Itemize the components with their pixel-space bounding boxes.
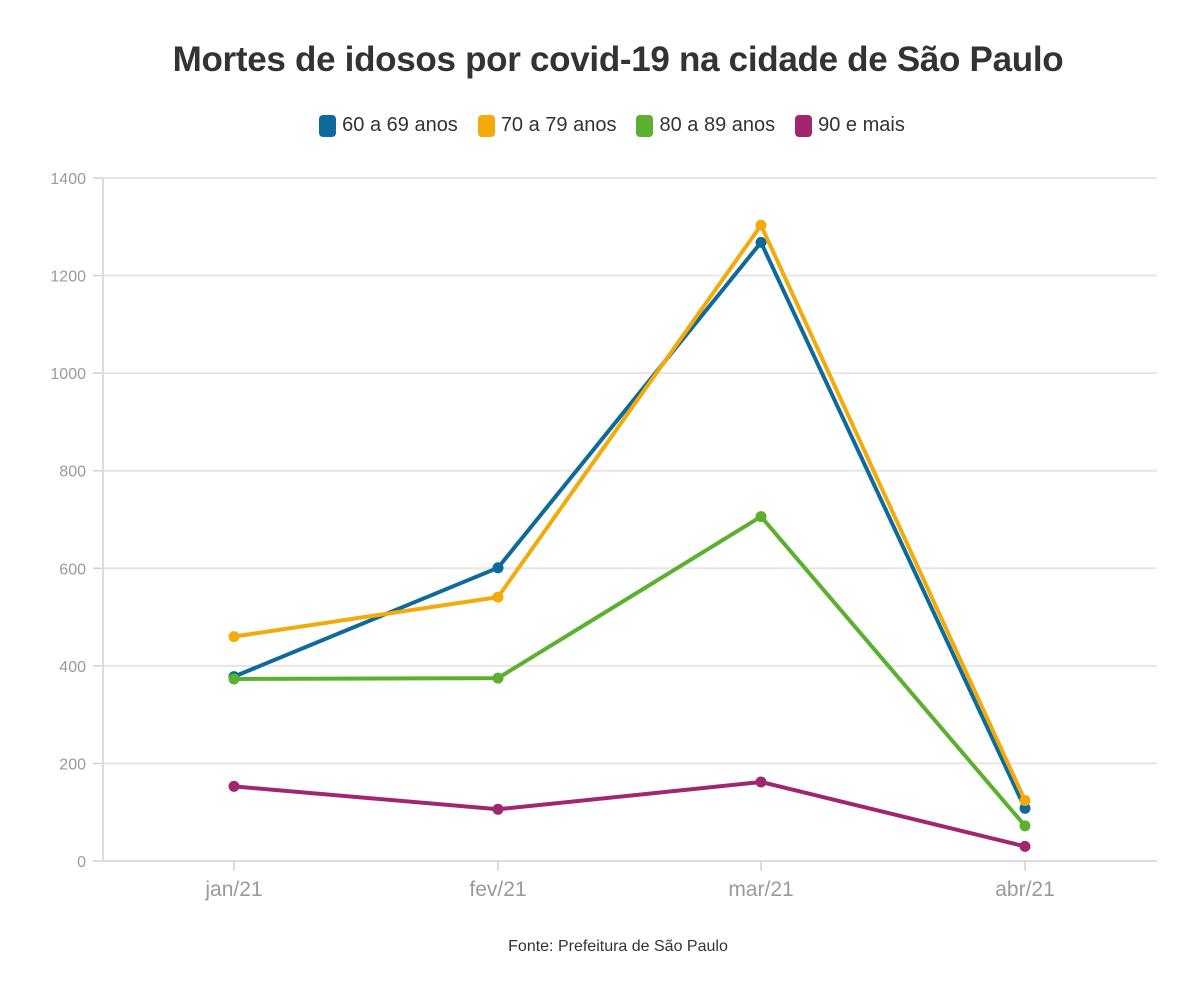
series-90-e-mais bbox=[228, 776, 1031, 852]
data-point bbox=[755, 776, 767, 788]
legend-swatch bbox=[477, 114, 495, 137]
series-line bbox=[232, 223, 1027, 803]
legend-label: 90 e mais bbox=[818, 114, 905, 136]
y-tick-label: 1200 bbox=[50, 269, 86, 286]
y-tick-label: 600 bbox=[59, 561, 86, 578]
legend-item[interactable]: 60 a 69 anos bbox=[319, 114, 458, 137]
x-tick-label: mar/21 bbox=[728, 878, 793, 901]
legend-swatch bbox=[319, 114, 337, 137]
data-point bbox=[1019, 802, 1031, 814]
x-tick-label: fev/21 bbox=[469, 878, 526, 901]
data-point bbox=[755, 236, 767, 248]
legend-item[interactable]: 90 e mais bbox=[795, 114, 905, 137]
data-point bbox=[228, 673, 240, 685]
x-tick-label: jan/21 bbox=[204, 878, 262, 901]
y-tick-label: 200 bbox=[59, 756, 86, 773]
x-tick-label: abr/21 bbox=[995, 878, 1055, 901]
data-point bbox=[755, 511, 767, 523]
series-60-a-69-anos bbox=[228, 236, 1031, 814]
series-line bbox=[232, 514, 1027, 828]
data-point bbox=[755, 219, 767, 231]
data-point bbox=[492, 803, 504, 815]
legend: 60 a 69 anos 70 a 79 anos 80 a 89 anos 90 e… bbox=[0, 114, 1200, 137]
data-point bbox=[1019, 795, 1031, 806]
legend-label: 60 a 69 anos bbox=[342, 114, 458, 136]
data-point bbox=[1019, 820, 1031, 832]
series-line bbox=[232, 780, 1027, 849]
legend-label: 80 a 89 anos bbox=[659, 114, 776, 136]
y-tick-label: 0 bbox=[77, 854, 86, 871]
y-tick-label: 1000 bbox=[50, 366, 86, 383]
data-point bbox=[228, 631, 240, 643]
chart-title: Mortes de idosos por covid-19 na cidade … bbox=[172, 40, 1064, 79]
y-tick-label: 1400 bbox=[50, 171, 86, 188]
data-point bbox=[228, 780, 240, 792]
source-note: Fonte: Prefeitura de São Paulo bbox=[508, 938, 728, 955]
series-70-a-79-anos bbox=[228, 219, 1031, 806]
series-line bbox=[232, 240, 1027, 811]
data-point bbox=[492, 591, 504, 603]
legend-swatch bbox=[795, 114, 813, 137]
legend-item[interactable]: 70 a 79 anos bbox=[477, 114, 617, 137]
series-80-a-89-anos bbox=[228, 511, 1031, 832]
legend-swatch bbox=[636, 114, 654, 137]
data-point bbox=[492, 562, 504, 574]
y-tick-label: 800 bbox=[59, 464, 86, 481]
data-point bbox=[1019, 840, 1031, 852]
series-lines bbox=[228, 219, 1031, 852]
y-tick-label: 400 bbox=[59, 659, 86, 676]
legend-label: 70 a 79 anos bbox=[500, 114, 617, 136]
grid-lines bbox=[103, 177, 1157, 862]
legend-item[interactable]: 80 a 89 anos bbox=[636, 114, 775, 137]
axes: 0 200 400 600 800 1000 1200 1400 jan/21 fev/21 mar… bbox=[50, 171, 1157, 901]
data-point bbox=[492, 672, 504, 684]
